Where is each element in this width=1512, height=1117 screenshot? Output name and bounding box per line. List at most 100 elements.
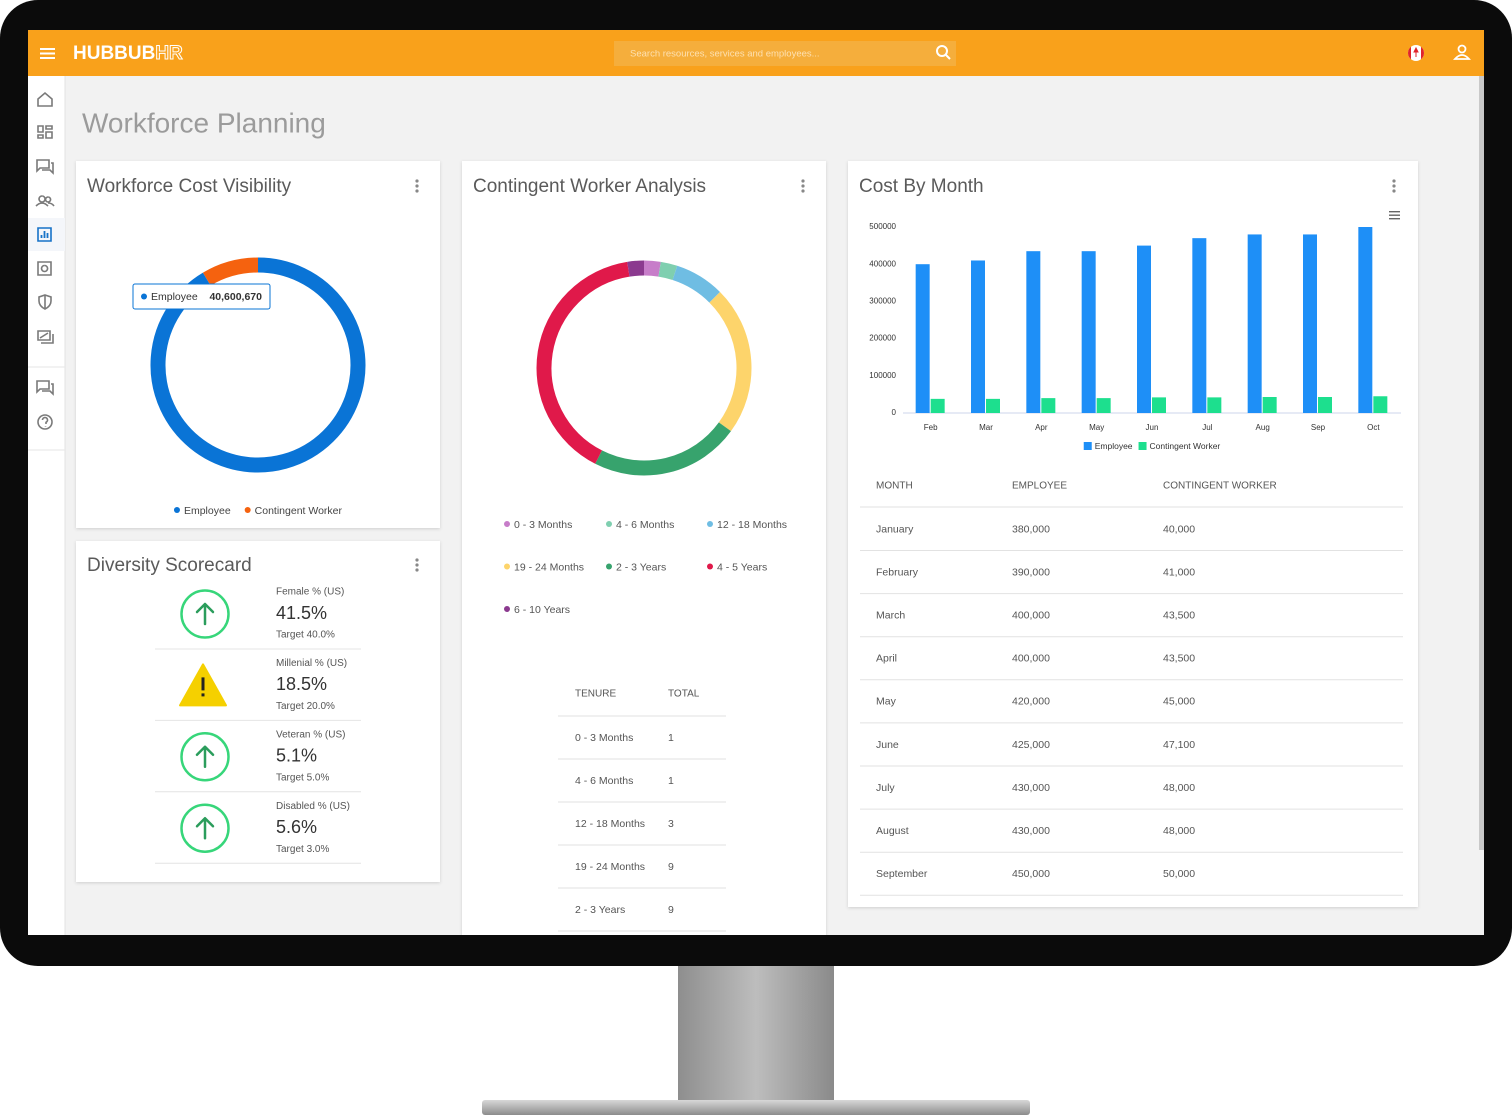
legend-marker [504, 606, 510, 612]
legend-marker [504, 563, 510, 570]
flag-icon[interactable] [1408, 45, 1424, 61]
table-cell: April [876, 653, 897, 665]
y-tick-label: 300000 [869, 297, 896, 306]
legend-marker [1083, 442, 1092, 450]
bar [1081, 251, 1096, 413]
bar [930, 398, 945, 413]
bar [1137, 245, 1151, 413]
status-up-icon [180, 732, 230, 782]
dashboard-icon[interactable] [37, 125, 53, 139]
table-cell: 450,000 [1012, 868, 1050, 880]
x-tick-label: Apr [1035, 423, 1048, 432]
table-cell: 430,000 [1012, 825, 1050, 837]
flag-leaf [1413, 46, 1419, 57]
legend-label: 19 - 24 Months [514, 561, 584, 573]
table-header: TENURE [575, 689, 616, 700]
bar [1207, 397, 1222, 413]
table-cell: 1 [668, 732, 674, 744]
y-tick-label: 100000 [869, 371, 896, 380]
search-icon[interactable] [936, 45, 951, 60]
warning-dot [201, 693, 205, 697]
settings-icon[interactable] [37, 261, 52, 276]
bar [1318, 397, 1332, 413]
table-cell: 400,000 [1012, 609, 1050, 621]
legend-label: Employee [1095, 441, 1133, 451]
table-cell: 50,000 [1163, 868, 1195, 880]
legend-marker [173, 507, 180, 513]
bar [1041, 398, 1056, 413]
table-cell: 2 - 3 Years [575, 904, 625, 916]
y-tick-label: 0 [892, 408, 897, 417]
card-menu[interactable] [415, 179, 419, 193]
card-menu[interactable] [801, 179, 805, 193]
bar [1262, 397, 1277, 413]
y-tick-label: 200000 [869, 334, 896, 343]
x-tick-label: Aug [1256, 423, 1270, 432]
y-tick-label: 400000 [869, 259, 896, 268]
x-tick-label: May [1089, 423, 1104, 432]
x-tick-label: Oct [1367, 423, 1380, 432]
table-header: EMPLOYEE [1012, 481, 1067, 492]
search-handle [945, 54, 951, 60]
metric-label: Veteran % (US) [276, 729, 345, 740]
card-menu[interactable] [1392, 179, 1396, 193]
donut-segment [536, 261, 630, 464]
help-icon[interactable] [37, 414, 53, 430]
card-title: Contingent Worker Analysis [473, 176, 706, 197]
table-cell: 45,000 [1163, 696, 1195, 708]
legend-label: Contingent Worker [255, 505, 343, 517]
table-cell: 48,000 [1163, 782, 1195, 794]
table-cell: 390,000 [1012, 566, 1050, 578]
security-icon[interactable] [38, 294, 52, 310]
metric-value: 5.6% [276, 817, 317, 837]
donut-segment [150, 257, 366, 473]
card-menu[interactable] [415, 558, 419, 572]
chat-icon[interactable] [36, 380, 54, 396]
table-cell: 1 [668, 775, 674, 787]
bar [1192, 238, 1207, 413]
analytics-icon[interactable] [37, 227, 52, 242]
export-line [1389, 218, 1400, 220]
card-title: Diversity Scorecard [87, 555, 252, 576]
search-box[interactable] [614, 41, 956, 66]
forum-icon[interactable] [36, 159, 54, 175]
monitor-neck [678, 962, 834, 1104]
legend-marker [606, 563, 612, 570]
user-head [1457, 44, 1467, 54]
dynamic-content: Employee 40,600,670 Employee Contingent Wor… [132, 222, 1403, 932]
bar [1026, 251, 1041, 413]
metric-value: 18.5% [276, 674, 327, 694]
tooltip-label: Employee [151, 291, 198, 303]
table-cell: May [876, 696, 897, 708]
x-tick-label: Jun [1146, 423, 1159, 432]
metric-target: Target 40.0% [276, 630, 335, 641]
menu-line [40, 52, 55, 55]
user-icon[interactable] [1453, 44, 1471, 60]
menu-line [40, 48, 55, 50]
x-tick-label: Jul [1202, 423, 1212, 432]
chart-export-menu[interactable] [1389, 211, 1400, 220]
home-icon[interactable] [37, 91, 53, 107]
sidebar-active [28, 218, 65, 251]
scrollbar [1479, 76, 1484, 850]
bar [1152, 397, 1166, 413]
table-cell: June [876, 739, 899, 751]
card-menus [415, 179, 1396, 572]
metric-label: Millenial % (US) [276, 658, 347, 669]
bar [1358, 227, 1373, 413]
table-cell: 43,500 [1163, 609, 1195, 621]
legend-marker [606, 521, 612, 527]
card-diversity [76, 541, 440, 882]
table-cell: 420,000 [1012, 696, 1050, 708]
status-up-icon [180, 589, 230, 639]
donut-segment [672, 265, 721, 303]
menu-line [40, 57, 55, 59]
donut-segment [627, 260, 645, 277]
legend-label: 4 - 5 Years [717, 561, 767, 573]
analytics-bars [40, 231, 49, 238]
table-header: TOTAL [668, 689, 700, 700]
people-icon[interactable] [35, 195, 55, 207]
menu-button[interactable] [40, 48, 55, 59]
reports-icon[interactable] [37, 330, 54, 344]
metric-label: Female % (US) [276, 587, 344, 598]
